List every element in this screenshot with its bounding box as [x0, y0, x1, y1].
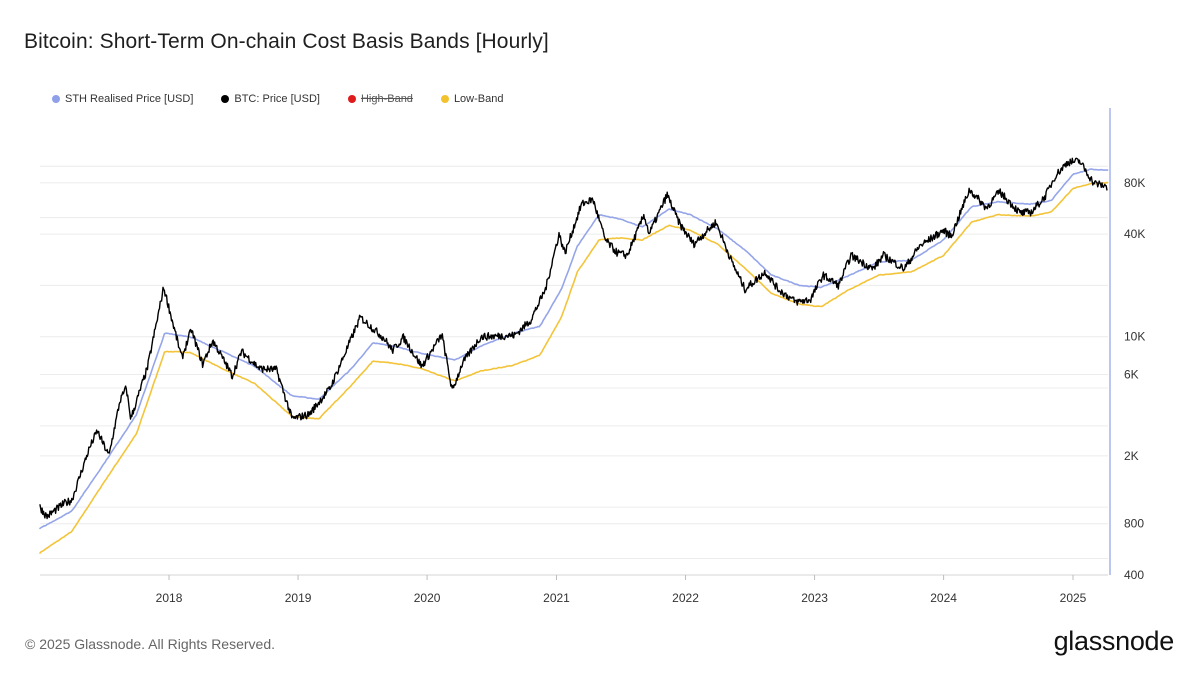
sth-realised-price-line: [39, 168, 1109, 530]
btc-price-line: [39, 157, 1108, 520]
x-tick-label: 2025: [1060, 591, 1087, 605]
legend-label: BTC: Price [USD]: [234, 93, 320, 105]
legend-item-low-band[interactable]: Low-Band: [440, 93, 504, 105]
y-tick-label: 10K: [1124, 330, 1145, 344]
x-tick-label: 2019: [285, 591, 312, 605]
y-tick-label: 80K: [1124, 176, 1145, 190]
axes: 2018 2019 2020 2021 2022 2023 2024 2025 400 800 2K…: [40, 108, 1145, 605]
series-lines: [39, 157, 1109, 554]
y-tick-label: 400: [1124, 568, 1144, 582]
chart-title: Bitcoin: Short-Term On-chain Cost Basis …: [24, 30, 549, 53]
legend-item-sth-realised-price[interactable]: STH Realised Price [USD]: [52, 93, 193, 105]
legend-label: Low-Band: [453, 93, 504, 105]
y-tick-label: 800: [1124, 517, 1144, 531]
legend-item-high-band[interactable]: High-Band: [347, 93, 413, 105]
y-tick-label: 2K: [1124, 449, 1139, 463]
legend-label: High-Band: [360, 93, 413, 105]
low-band-line: [39, 181, 1109, 554]
x-tick-label: 2021: [543, 591, 570, 605]
x-tick-label: 2024: [930, 591, 957, 605]
y-tick-label: 40K: [1124, 227, 1145, 241]
x-tick-label: 2022: [672, 591, 699, 605]
legend-dot: [52, 95, 60, 103]
legend-dot: [440, 95, 449, 103]
x-tick-label: 2018: [156, 591, 183, 605]
x-tick-label: 2020: [414, 591, 441, 605]
legend-dot: [347, 95, 356, 103]
copyright-notice: © 2025 Glassnode. All Rights Reserved.: [25, 636, 276, 652]
x-tick-label: 2023: [801, 591, 828, 605]
glassnode-logo: glassnode: [1053, 626, 1175, 656]
legend-label: STH Realised Price [USD]: [65, 93, 194, 105]
legend-item-btc-price[interactable]: BTC: Price [USD]: [221, 93, 320, 105]
y-tick-label: 6K: [1124, 368, 1139, 382]
chart-legend: STH Realised Price [USD] BTC: Price [USD…: [52, 93, 503, 105]
legend-dot: [221, 95, 230, 103]
